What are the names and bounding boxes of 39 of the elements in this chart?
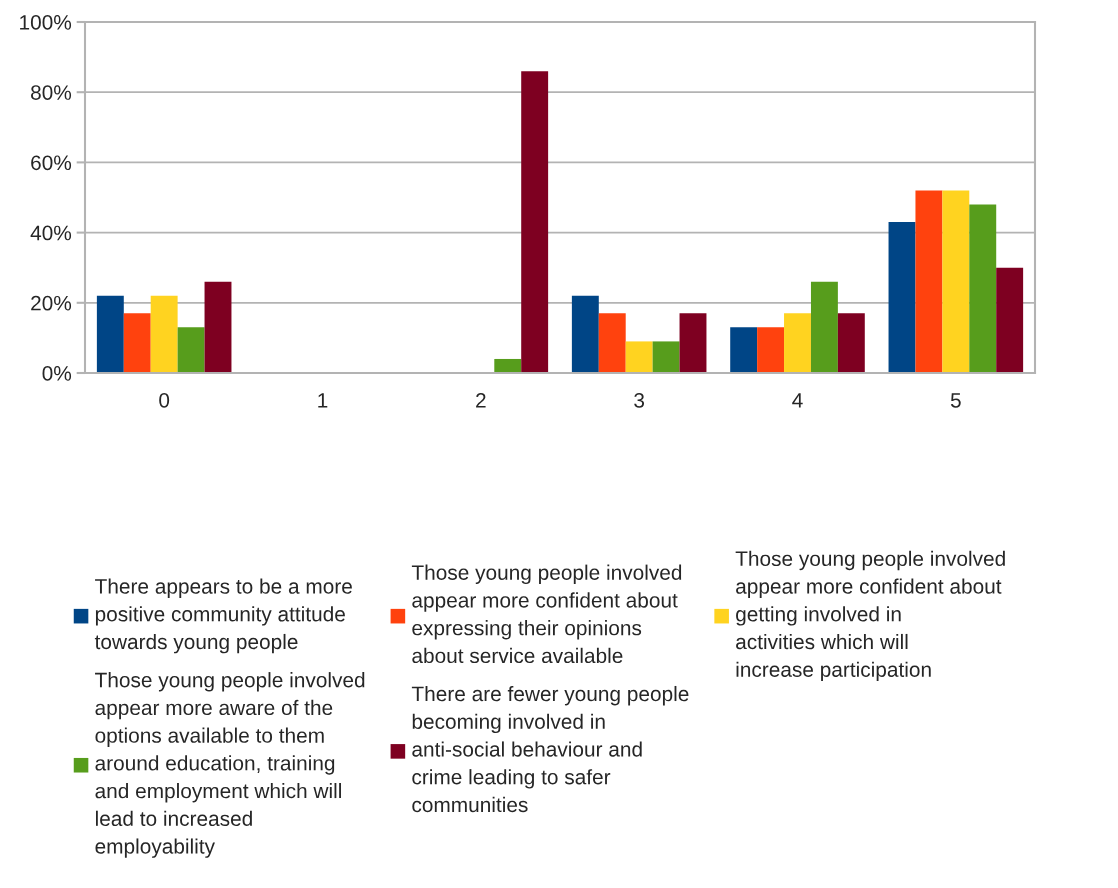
bar	[204, 281, 232, 373]
bar	[942, 190, 970, 373]
bar	[494, 358, 522, 373]
x-tick-label: 0	[159, 392, 170, 408]
bar	[177, 327, 205, 373]
bar	[652, 341, 680, 373]
legend-label: Those young people involved appear more confident about expressing their opinions about service available	[411, 564, 682, 664]
bar	[969, 204, 997, 373]
legend-label: There appears to be a more positive community attitude towards young people	[94, 578, 352, 654]
bar	[888, 222, 916, 373]
bar	[598, 313, 626, 373]
bar	[837, 313, 865, 373]
bar	[625, 341, 653, 373]
bar	[123, 313, 151, 373]
bar	[810, 281, 838, 373]
x-tick-label: 5	[950, 393, 961, 408]
y-tick-label: 60%	[31, 155, 72, 171]
bar	[150, 295, 178, 373]
bar	[784, 313, 811, 373]
legend-label: Those young people involved appear more confident about getting involved in activities which will increase participation	[735, 550, 1005, 682]
y-tick-label: 80%	[31, 85, 72, 100]
y-tick-label: 40%	[30, 225, 72, 241]
y-tick-label: 20%	[31, 295, 72, 311]
bar	[730, 327, 758, 373]
bar	[571, 295, 599, 373]
bar	[96, 295, 124, 373]
y-tick-label: 100%	[20, 15, 72, 30]
x-tick-label: 1	[318, 393, 328, 408]
bar	[757, 327, 785, 373]
x-tick-label: 4	[792, 393, 803, 408]
bar	[915, 190, 943, 373]
bar	[996, 267, 1024, 373]
bar	[679, 313, 707, 373]
x-tick-label: 3	[634, 392, 645, 408]
y-tick-label: 0%	[42, 366, 72, 381]
bar	[521, 71, 549, 373]
legend-label: There are fewer young people becoming involved in anti-social behaviour and crime leading to safer communities	[411, 685, 689, 813]
x-tick-label: 2	[476, 392, 486, 408]
legend-label: Those young people involved appear more aware of the options available to them around education, training and employment which will lead to increased employability	[95, 672, 365, 858]
